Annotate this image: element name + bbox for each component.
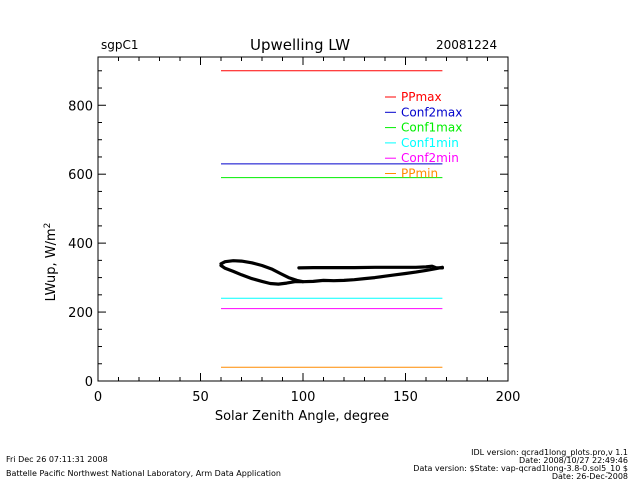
y-tick-label: 0 <box>85 375 93 390</box>
site-label: sgpC1 <box>101 38 139 52</box>
code-date: Date: 2008/10/27 22:49:46 <box>519 456 628 465</box>
x-tick-label: 50 <box>192 390 209 405</box>
y-axis-label: LWup, W/m2 <box>43 223 59 302</box>
plot-lines <box>219 70 444 368</box>
legend-label-conf2max: Conf2max <box>401 105 462 119</box>
legend-label-conf2min: Conf2min <box>401 151 459 165</box>
legend-label-conf1min: Conf1min <box>401 136 459 150</box>
x-tick-label: 200 <box>496 390 521 405</box>
y-tick-label: 400 <box>68 237 93 252</box>
date-label: 20081224 <box>436 38 498 52</box>
y-tick-label: 200 <box>68 306 93 321</box>
series-line-segment <box>219 259 305 286</box>
data-version: Data version: $State: vap-qcrad1long-3.8… <box>413 464 628 473</box>
series-line-segment <box>301 265 444 284</box>
legend-label-ppmin: PPmin <box>401 167 438 181</box>
axes: 0 50 100 150 200 0 200 400 600 800 <box>68 56 521 405</box>
data-date: Date: 26-Dec-2008 <box>551 472 628 481</box>
legend-label-ppmax: PPmax <box>401 90 442 104</box>
chart-title: Upwelling LW <box>250 36 351 54</box>
run-time: Fri Dec 26 07:11:31 2008 <box>6 455 108 464</box>
y-tick-label: 600 <box>68 168 93 183</box>
idl-version: IDL version: qcrad1long_plots.pro,v 1.1 <box>471 448 628 457</box>
legend-label-conf1max: Conf1max <box>401 121 462 135</box>
series-line-segment <box>297 264 444 270</box>
y-tick-label: 800 <box>68 99 93 114</box>
x-tick-label: 100 <box>291 390 316 405</box>
x-tick-label: 0 <box>94 390 102 405</box>
x-axis-label: Solar Zenith Angle, degree <box>215 409 389 424</box>
x-tick-label: 150 <box>393 390 418 405</box>
lab-credit: Battelle Pacific Northwest National Labo… <box>6 469 281 478</box>
